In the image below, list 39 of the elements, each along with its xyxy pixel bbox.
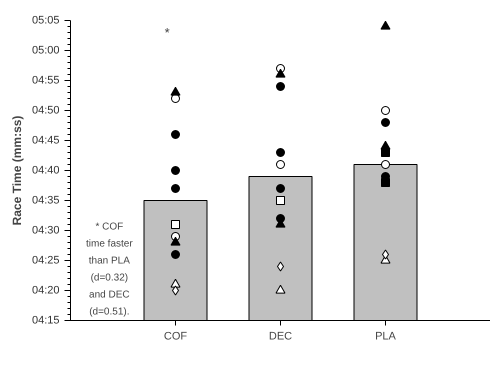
y-tick-label: 04:35 xyxy=(32,194,60,206)
y-axis-title: Race Time (mm:ss) xyxy=(10,116,24,226)
point xyxy=(381,118,390,127)
y-tick-label: 04:40 xyxy=(32,164,60,176)
point xyxy=(381,160,390,169)
point xyxy=(276,148,285,157)
point xyxy=(171,130,180,139)
y-tick-label: 04:15 xyxy=(32,314,60,326)
x-tick-label: COF xyxy=(164,330,188,342)
y-tick-label: 04:50 xyxy=(32,104,60,116)
y-tick-label: 04:55 xyxy=(32,74,60,86)
point xyxy=(277,262,284,272)
point xyxy=(171,184,180,193)
annotation: * xyxy=(164,25,170,40)
point xyxy=(276,184,285,193)
point xyxy=(171,250,180,259)
point xyxy=(380,140,390,150)
point xyxy=(380,20,390,30)
y-tick-label: 04:45 xyxy=(32,134,60,146)
y-tick-label: 05:00 xyxy=(32,44,60,56)
y-tick-label: 04:20 xyxy=(32,284,60,296)
y-tick-label: 04:25 xyxy=(32,254,60,266)
x-tick-label: PLA xyxy=(375,330,397,342)
point xyxy=(382,250,389,260)
point xyxy=(172,286,179,296)
point xyxy=(276,82,285,91)
point xyxy=(170,278,180,288)
point xyxy=(171,166,180,175)
point xyxy=(381,178,390,187)
point xyxy=(171,220,180,229)
x-tick-label: DEC xyxy=(268,330,292,342)
point xyxy=(276,68,286,78)
y-tick-label: 04:30 xyxy=(32,224,60,236)
point xyxy=(170,236,180,246)
annotation: * COF time faster than PLA (d=0.32) and DEC (d=0.51). xyxy=(86,221,134,318)
y-tick-label: 05:05 xyxy=(32,14,60,26)
point xyxy=(276,284,286,294)
point xyxy=(170,86,180,96)
point xyxy=(276,196,285,205)
